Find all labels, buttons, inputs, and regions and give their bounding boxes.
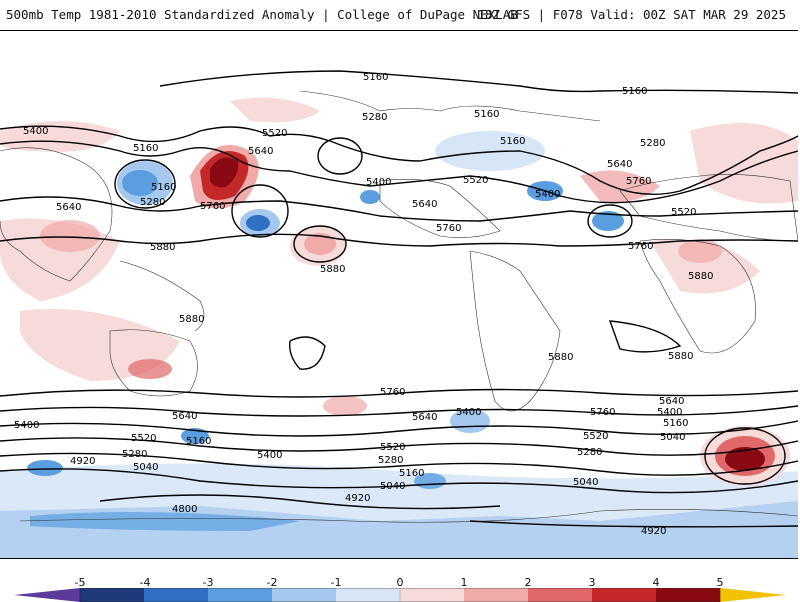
contour-label: 5520	[262, 128, 287, 139]
contour-label: 5640	[172, 411, 197, 422]
contour-label: 5160	[186, 436, 211, 447]
legend-tick-label: 2	[524, 576, 532, 589]
contour-label: 5640	[248, 146, 273, 157]
contour-label: 5400	[257, 450, 282, 461]
contour-label: 4920	[70, 456, 95, 467]
contour-label: 5040	[133, 462, 158, 473]
contour-label: 5040	[573, 477, 598, 488]
legend-swatch-pos4	[592, 588, 656, 602]
contour-label: 5880	[150, 242, 175, 253]
contour-label: 5400	[456, 407, 481, 418]
legend-tick-label: -2	[266, 576, 278, 589]
contour-label: 5160	[399, 468, 424, 479]
contour-label: 5640	[412, 412, 437, 423]
contour-label: 5760	[200, 201, 225, 212]
contour-label: 5160	[663, 418, 688, 429]
contour-label: 5160	[133, 143, 158, 154]
legend-outline	[79, 588, 721, 602]
legend-colorbar	[14, 588, 786, 602]
contour-label: 5280	[577, 447, 602, 458]
legend-swatch-pos3	[528, 588, 592, 602]
height-contours	[0, 70, 798, 528]
contour-label: 5040	[380, 481, 405, 492]
contour-label: 5280	[140, 197, 165, 208]
legend-swatch-pos1	[400, 588, 464, 602]
contour-label: 5160	[474, 109, 499, 120]
contour-label: 5160	[151, 182, 176, 193]
contour-label: 5760	[436, 223, 461, 234]
legend-swatch-neg2	[272, 588, 336, 602]
contour-label: 5400	[657, 407, 682, 418]
legend-swatch-pos2	[464, 588, 528, 602]
contour-label: 5040	[660, 432, 685, 443]
legend-swatch-neg3	[208, 588, 272, 602]
legend-tick-label: 0	[396, 576, 404, 589]
contour-label: 5640	[412, 199, 437, 210]
contour-label: 5160	[500, 136, 525, 147]
map-title: 500mb Temp 1981-2010 Standardized Anomal…	[6, 7, 518, 22]
contour-label: 5160	[363, 72, 388, 83]
contour-label: 5280	[362, 112, 387, 123]
contour-label: 5640	[607, 159, 632, 170]
anomaly-shading	[0, 97, 798, 558]
contour-label: 5880	[688, 271, 713, 282]
contour-label: 5160	[622, 86, 647, 97]
contour-label: 5520	[131, 433, 156, 444]
contour-label: 5760	[380, 387, 405, 398]
legend-tick-label: 5	[716, 576, 724, 589]
legend-swatch-neg1	[336, 588, 400, 602]
contour-label: 4920	[345, 493, 370, 504]
contour-label: 5280	[378, 455, 403, 466]
contour-label: 5520	[463, 175, 488, 186]
contour-label: 5760	[590, 407, 615, 418]
legend-tick-label: -3	[202, 576, 214, 589]
legend-tick-label: 1	[460, 576, 468, 589]
contour-label: 4920	[641, 526, 666, 537]
contour-label: 5880	[320, 264, 345, 275]
contour-label: 5520	[380, 442, 405, 453]
contour-label: 5640	[659, 396, 684, 407]
contour-label: 5400	[366, 177, 391, 188]
color-legend: -5 -4 -3 -2 -1 0 1 2 3 4 5	[0, 570, 800, 602]
legend-tick-label: -4	[139, 576, 151, 589]
legend-swatch-above-max	[720, 588, 786, 602]
contour-label: 5760	[628, 241, 653, 252]
contour-label: 5880	[548, 352, 573, 363]
contour-label: 5400	[23, 126, 48, 137]
contour-label: 5280	[640, 138, 665, 149]
contour-label: 5400	[535, 189, 560, 200]
contour-label: 5880	[668, 351, 693, 362]
map-panel: 5160 5160 5400 5520 5640 5160 5160 5280 …	[0, 30, 798, 559]
contour-label: 4800	[172, 504, 197, 515]
legend-swatch-neg5	[80, 588, 144, 602]
contour-label: 5280	[122, 449, 147, 460]
contour-label: 5880	[179, 314, 204, 325]
contour-label: 5520	[671, 207, 696, 218]
contour-label: 5400	[14, 420, 39, 431]
legend-tick-label: -5	[74, 576, 86, 589]
model-run-info: 18Z GFS | F078 Valid: 00Z SAT MAR 29 202…	[477, 7, 786, 22]
contour-label: 5520	[583, 431, 608, 442]
legend-tick-label: 4	[652, 576, 660, 589]
legend-tick-label: -1	[330, 576, 342, 589]
title-bar: 500mb Temp 1981-2010 Standardized Anomal…	[0, 0, 800, 30]
legend-swatch-below-min	[14, 588, 80, 602]
contour-labels: 5160 5160 5400 5520 5640 5160 5160 5280 …	[14, 72, 713, 537]
contour-label: 5640	[56, 202, 81, 213]
legend-swatch-neg4	[144, 588, 208, 602]
anomaly-map: 5160 5160 5400 5520 5640 5160 5160 5280 …	[0, 70, 798, 558]
contour-label: 5760	[626, 176, 651, 187]
legend-tick-label: 3	[588, 576, 596, 589]
legend-swatch-pos5	[656, 588, 720, 602]
